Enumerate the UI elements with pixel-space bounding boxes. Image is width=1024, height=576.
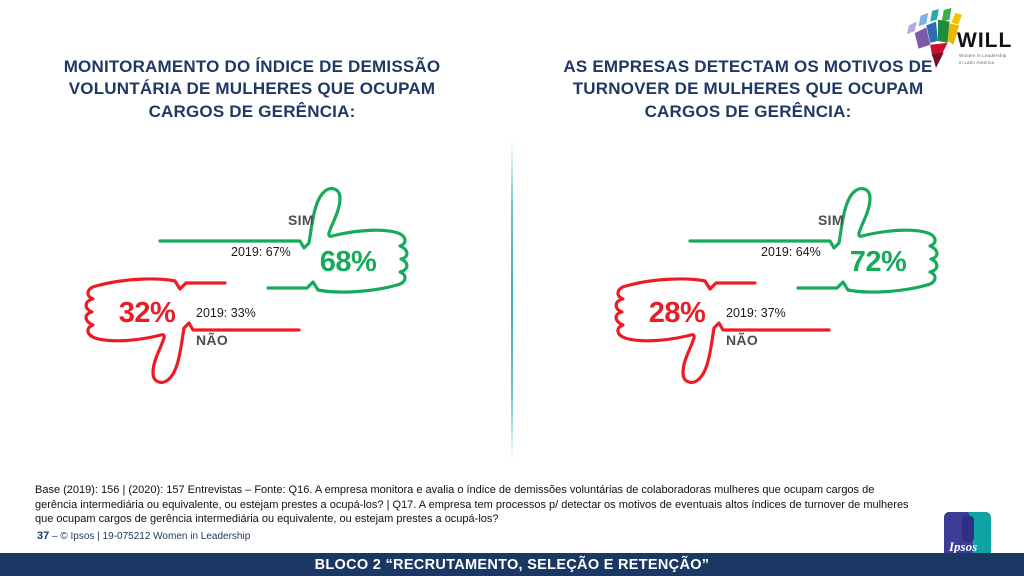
- section-bar-title: BLOCO 2 “RECRUTAMENTO, SELEÇÃO E RETENÇÃ…: [314, 556, 710, 573]
- will-logo-subtitle-1: Women in Leadership: [959, 53, 1007, 58]
- will-logo-icon: [907, 8, 963, 68]
- thumbs-up-icon: [688, 187, 939, 294]
- thumbs-down-icon: [614, 277, 831, 384]
- left-yes-previous-value: 2019: 67%: [231, 245, 291, 259]
- will-logo-subtitle-2: in Latin America: [959, 60, 995, 65]
- section-bar: BLOCO 2 “RECRUTAMENTO, SELEÇÃO E RETENÇÃ…: [0, 553, 1024, 576]
- right-no-current-value: 28%: [648, 297, 706, 329]
- footer-credit: 37 – © Ipsos | 19-075212 Women in Leader…: [37, 530, 250, 542]
- panel-divider: [511, 138, 513, 463]
- footer-credit-text: © Ipsos | 19-075212 Women in Leadership: [60, 531, 251, 542]
- right-no-previous-value: 2019: 37%: [726, 306, 786, 320]
- left-no-current-value: 32%: [118, 297, 176, 329]
- ipsos-logo-text: Ipsos: [949, 539, 978, 554]
- right-yes-previous-value: 2019: 64%: [761, 245, 821, 259]
- thumbs-down-icon: [84, 277, 301, 384]
- thumbs-up-icon: [158, 187, 409, 294]
- right-yes-label: SIM: [818, 212, 844, 228]
- base-note: Base (2019): 156 | (2020): 157 Entrevist…: [35, 484, 909, 526]
- left-no-previous-value: 2019: 33%: [196, 306, 256, 320]
- will-logo-name: WILL: [957, 29, 1013, 52]
- left-panel-title: MONITORAMENTO DO ÍNDICE DE DEMISSÃO VOLU…: [63, 57, 441, 121]
- right-panel-title: AS EMPRESAS DETECTAM OS MOTIVOS DE TURNO…: [563, 57, 933, 121]
- right-yes-current-value: 72%: [849, 246, 907, 278]
- footer-separator: –: [52, 531, 58, 542]
- ipsos-logo-icon: Ipsos: [944, 512, 991, 559]
- page-number: 37: [37, 530, 50, 542]
- left-yes-label: SIM: [288, 212, 314, 228]
- will-logo: WILL Women in Leadership in Latin Americ…: [905, 6, 1023, 72]
- ipsos-logo-glyph: [962, 516, 974, 542]
- left-yes-current-value: 68%: [319, 246, 377, 278]
- left-no-label: NÃO: [196, 332, 229, 348]
- right-no-label: NÃO: [726, 332, 759, 348]
